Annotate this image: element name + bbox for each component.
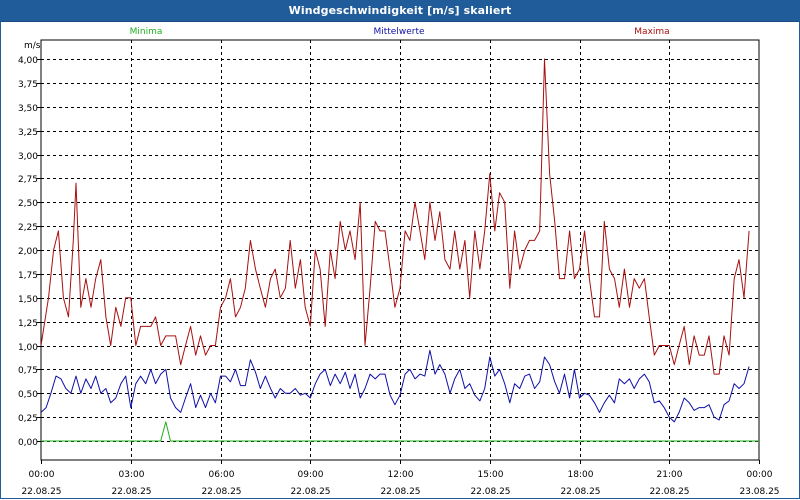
legend-maxima: Maxima — [634, 27, 669, 37]
legend-minima: Minima — [130, 27, 163, 37]
y-tick-label: 3,75 — [18, 80, 38, 90]
chart-frame: 0,00 0,25 0,50 0,75 1,00 1,25 1,50 1,75 2,00 2,25… — [0, 21, 800, 499]
x-tick-date-label: 23.08.25 — [739, 487, 779, 497]
x-tick-date-label: 22.08.25 — [111, 487, 151, 497]
y-tick-label: 3,50 — [18, 104, 38, 114]
y-tick-label: 1,75 — [18, 271, 38, 281]
x-tick-time-label: 21:00 — [657, 470, 683, 480]
y-axis-label: m/s — [24, 41, 41, 51]
x-tick-time-label: 03:00 — [119, 470, 145, 480]
x-tick-date-label: 22.08.25 — [290, 487, 330, 497]
series-line-mittelwerte — [40, 349, 750, 423]
x-tick-time-label: 00:00 — [747, 470, 773, 480]
x-tick-time-label: 00:00 — [29, 470, 55, 480]
x-tick-time-label: 06:00 — [209, 470, 235, 480]
y-tick-label: 2,50 — [18, 199, 38, 209]
x-tick-time-label: 09:00 — [298, 470, 324, 480]
y-tick-label: 0,00 — [18, 438, 38, 448]
y-tick-label: 1,25 — [18, 319, 38, 329]
x-tick-date-label: 22.08.25 — [649, 487, 689, 497]
series-line-maxima — [40, 58, 750, 375]
x-tick-time-label: 15:00 — [478, 470, 504, 480]
x-tick-date-label: 22.08.25 — [21, 487, 61, 497]
y-tick-label: 0,50 — [18, 390, 38, 400]
y-tick-label: 4,00 — [18, 56, 38, 66]
legend-mittelwerte: Mittelwerte — [373, 27, 424, 37]
y-tick-label: 3,25 — [18, 128, 38, 138]
y-tick-label: 0,25 — [18, 414, 38, 424]
y-tick-label: 2,25 — [18, 223, 38, 233]
y-tick-label: 0,75 — [18, 366, 38, 376]
x-tick-time-label: 18:00 — [568, 470, 594, 480]
y-tick-label: 1,50 — [18, 295, 38, 305]
y-tick-label: 2,00 — [18, 247, 38, 257]
y-tick-label: 1,00 — [18, 343, 38, 353]
x-tick-date-label: 22.08.25 — [560, 487, 600, 497]
y-tick-label: 2,75 — [18, 175, 38, 185]
x-tick-date-label: 22.08.25 — [470, 487, 510, 497]
series-line-minima — [41, 421, 759, 442]
wind-speed-chart: 0,00 0,25 0,50 0,75 1,00 1,25 1,50 1,75 2,00 2,25… — [18, 27, 780, 497]
y-tick-label: 3,00 — [18, 152, 38, 162]
x-tick-time-label: 12:00 — [388, 470, 414, 480]
x-tick-date-label: 22.08.25 — [380, 487, 420, 497]
chart-title: Windgeschwindigkeit [m/s] skaliert — [288, 4, 512, 17]
chart-title-bar: Windgeschwindigkeit [m/s] skaliert — [0, 0, 800, 22]
x-tick-date-label: 22.08.25 — [201, 487, 241, 497]
